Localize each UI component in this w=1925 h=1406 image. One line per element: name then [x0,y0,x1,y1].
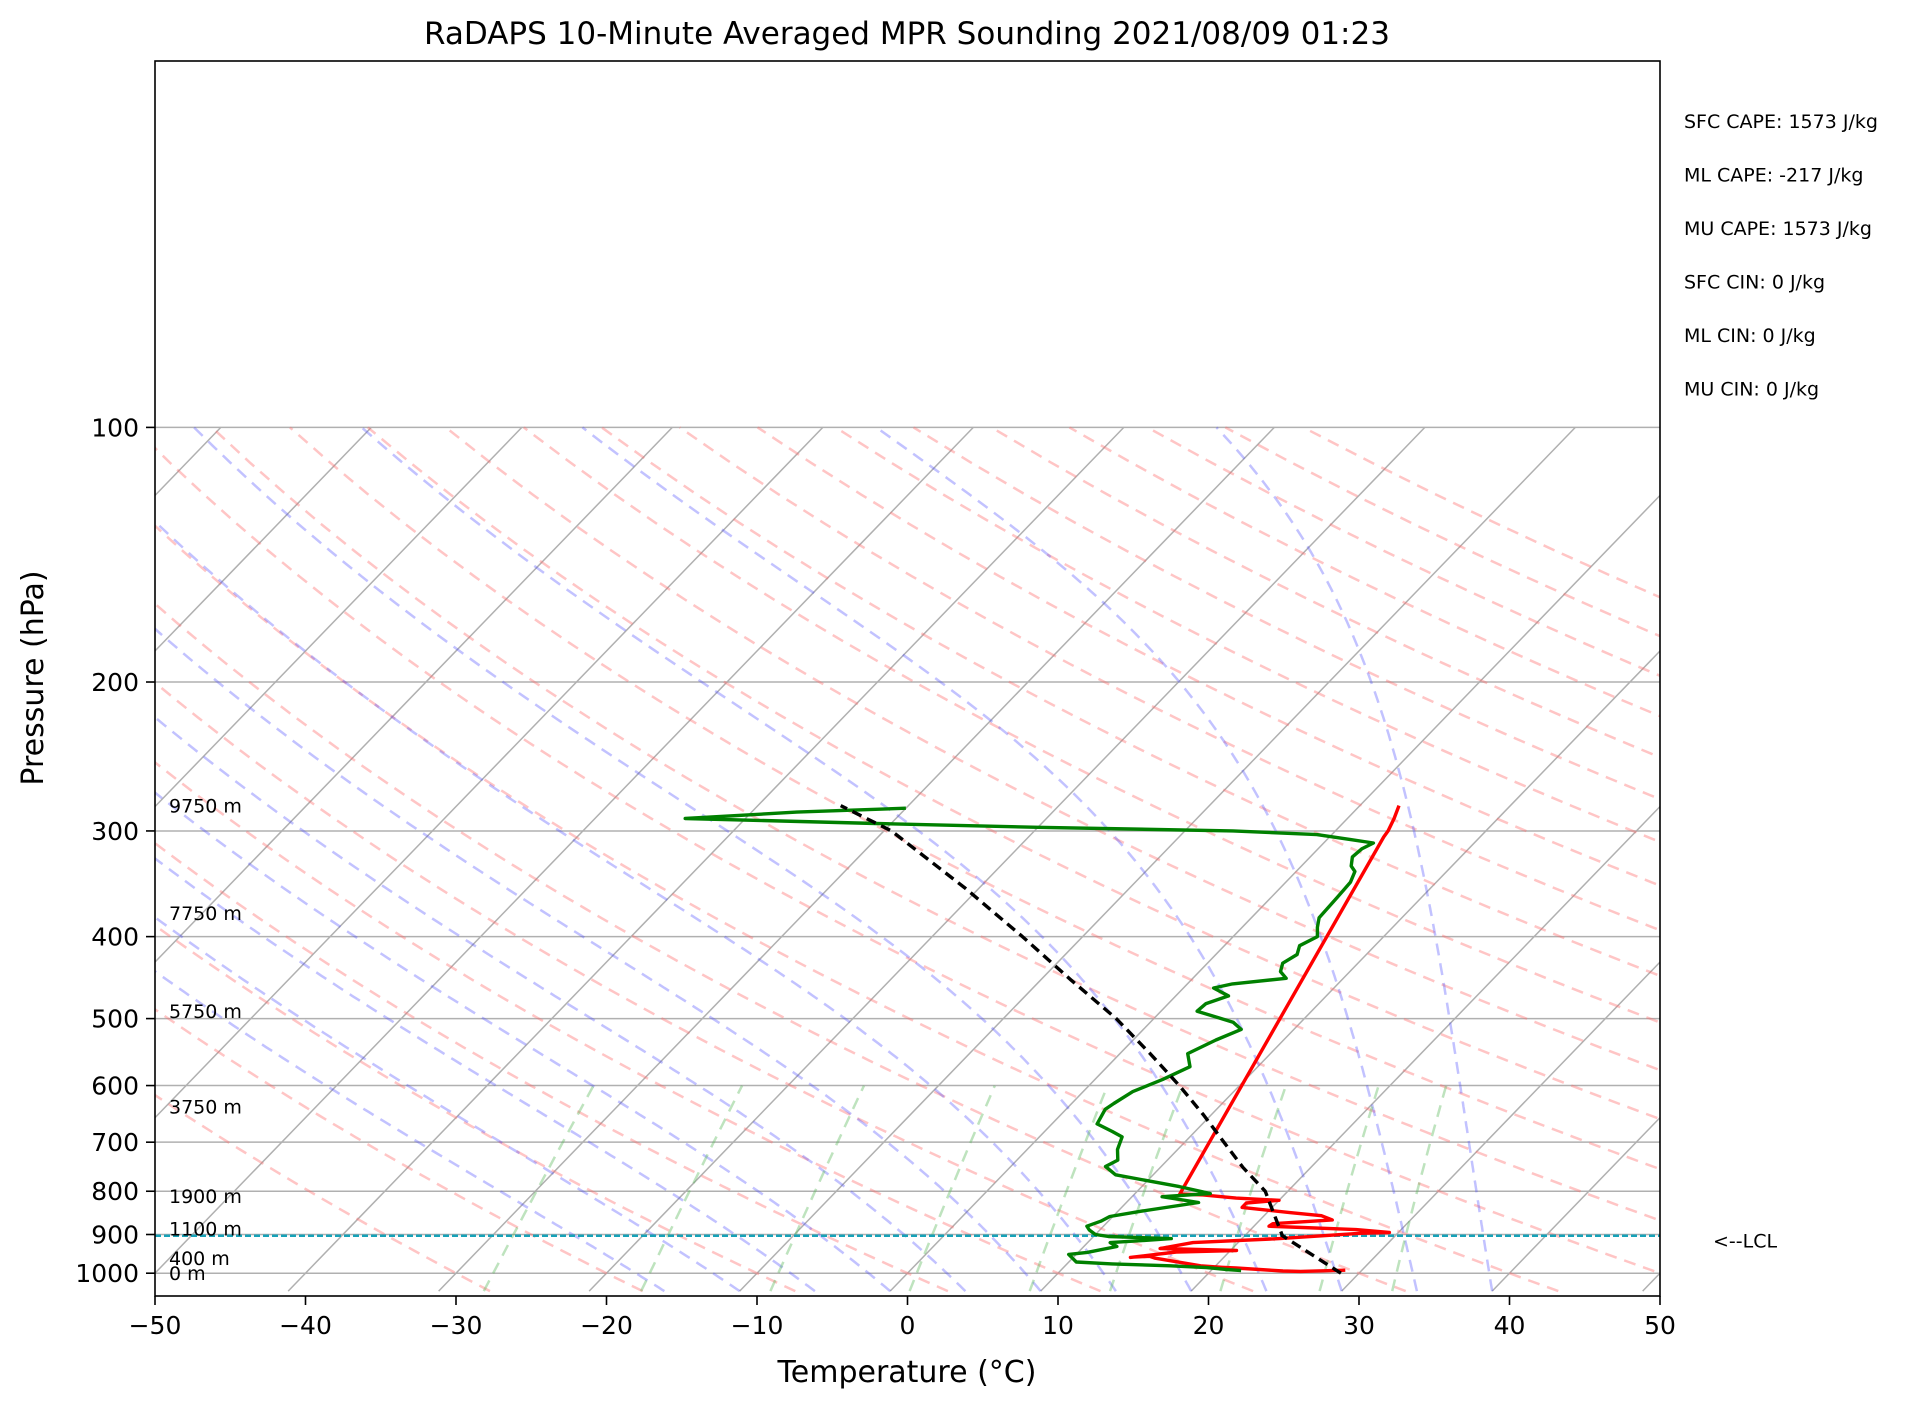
mixing-ratio-line [639,1085,744,1292]
moist-adiabat-line [155,791,891,1293]
height-label: 7750 m [169,903,242,925]
dry-adiabat-line [155,602,1407,1293]
isotherm-line [1040,649,1660,1292]
parcel-profile-line [839,804,1342,1275]
x-tick-label: 10 [1042,1311,1074,1340]
moist-adiabat-line [155,915,741,1293]
x-tick-label: −40 [279,1311,332,1340]
stat-label: MU CAPE: 1573 J/kg [1684,218,1872,240]
x-tick-label: 40 [1494,1311,1526,1340]
stat-label: SFC CAPE: 1573 J/kg [1684,111,1878,133]
height-label: 400 m [169,1248,230,1270]
x-tick-label: −50 [129,1311,182,1340]
y-tick-label: 300 [91,817,139,846]
x-tick-label: 0 [900,1311,916,1340]
dry-adiabat-line [155,1093,491,1293]
height-label: 1100 m [169,1218,242,1240]
dry-adiabat-line [155,524,1559,1293]
moist-adiabat-line [155,856,816,1293]
mixing-ratio-line [908,1085,996,1292]
moist-adiabat-line [155,715,967,1293]
dry-adiabat-line [678,426,1660,932]
dry-adiabat-line [155,681,1254,1293]
dry-adiabat-line [834,426,1660,844]
height-label: 1900 m [169,1186,242,1208]
moist-adiabat-line [581,426,1343,1292]
lcl-label: <--LCL [1713,1231,1777,1253]
height-label: 5750 m [169,1001,242,1023]
stat-label: ML CIN: 0 J/kg [1684,325,1816,347]
y-tick-label: 500 [91,1005,139,1034]
dry-adiabat-line [367,426,1660,1121]
isotherm-line [155,426,372,653]
x-tick-label: 50 [1644,1311,1676,1340]
mixing-ratio-line [1028,1085,1109,1292]
stat-label: SFC CIN: 0 J/kg [1684,272,1825,294]
isotherm-line [1190,805,1660,1292]
dry-adiabat-line [211,426,1660,1222]
y-tick-label: 900 [91,1220,139,1249]
isotherm-line [155,426,824,1119]
isotherm-line [739,426,1576,1292]
x-tick-label: 30 [1343,1311,1375,1340]
y-axis-label: Pressure (hPa) [16,570,51,785]
y-tick-label: 700 [91,1128,139,1157]
isotherm-line [155,426,673,964]
x-tick-label: −10 [731,1311,784,1340]
stat-label: MU CIN: 0 J/kg [1684,379,1819,401]
moist-adiabat-line [155,969,666,1293]
y-tick-label: 1000 [75,1259,139,1288]
x-tick-label: −30 [430,1311,483,1340]
moist-adiabat-line [360,426,1268,1292]
isotherm-line [889,494,1660,1292]
mixing-ratio-line [1390,1085,1448,1292]
mixing-ratio-line [769,1085,866,1292]
height-label: 9750 m [169,796,242,818]
isotherm-line [588,426,1426,1292]
isotherm-line [1491,1116,1660,1292]
y-tick-label: 600 [91,1072,139,1101]
isotherm-line [1341,961,1660,1292]
moist-adiabat-line [155,519,1117,1292]
mixing-ratio-line [1219,1085,1288,1292]
height-label: 3750 m [169,1096,242,1118]
mixing-ratio-line [482,1085,595,1292]
moist-adiabat-line [1215,426,1494,1292]
height-label: 0 m [169,1263,206,1285]
isotherm-line [287,426,1125,1292]
dry-adiabat-line [600,426,1660,978]
dry-adiabat-line [155,760,1101,1293]
moist-adiabat-line [193,426,1193,1292]
x-axis-label: Temperature (°C) [777,1355,1037,1390]
y-tick-label: 100 [91,413,139,442]
x-tick-label: 20 [1193,1311,1225,1340]
temperature-profile-line [1128,804,1401,1274]
y-tick-label: 800 [91,1177,139,1206]
isotherm-line [155,426,523,808]
dewpoint-profile-line [683,806,1376,1273]
x-tick-label: −20 [580,1311,633,1340]
dry-adiabat-line [445,426,1660,1072]
isotherm-line [438,426,1275,1292]
dry-adiabat-line [155,841,949,1293]
isotherm-line [155,426,974,1275]
moist-adiabat-line [155,627,1042,1292]
y-tick-label: 200 [91,668,139,697]
y-tick-label: 400 [91,923,139,952]
chart-title: RaDAPS 10-Minute Averaged MPR Sounding 2… [424,16,1390,52]
stat-label: ML CAPE: -217 J/kg [1684,165,1863,187]
dry-adiabat-line [155,446,1660,1275]
moist-adiabat-line [875,426,1419,1292]
